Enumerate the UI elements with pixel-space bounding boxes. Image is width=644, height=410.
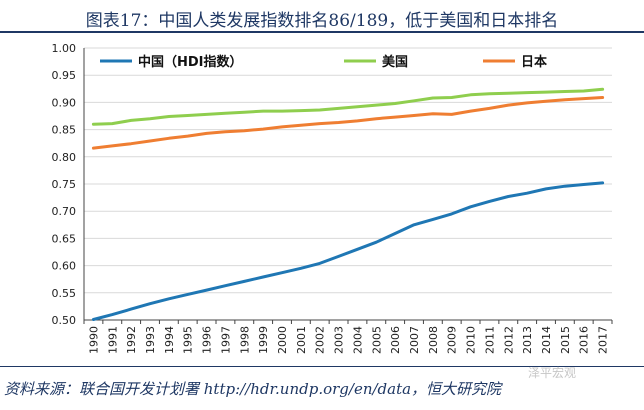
x-tick-label: 2016 (578, 326, 591, 354)
source-divider (0, 366, 644, 367)
x-tick-label: 1999 (257, 326, 270, 354)
x-tick-label: 2009 (446, 326, 459, 354)
x-tick-label: 1998 (238, 326, 251, 354)
x-tick-label: 2017 (597, 326, 610, 354)
y-tick-label: 0.65 (52, 232, 77, 245)
x-tick-label: 2002 (314, 326, 327, 354)
x-tick-label: 2008 (427, 326, 440, 354)
x-tick-label: 1993 (144, 326, 157, 354)
x-tick-label: 2003 (333, 326, 346, 354)
y-tick-label: 0.90 (52, 96, 77, 109)
source-note: 资料来源：联合国开发计划署 http://hdr.undp.org/en/dat… (4, 380, 502, 398)
y-tick-label: 0.95 (52, 69, 77, 82)
x-tick-label: 2007 (408, 326, 421, 354)
x-tick-label: 2013 (521, 326, 534, 354)
hdi-line-chart: 0.50 0.55 0.60 0.65 0.70 0.75 0.80 0.85 0.90 0.95… (52, 42, 613, 354)
title-divider (0, 31, 644, 33)
y-tick-label: 0.55 (52, 287, 77, 300)
chart-container: 0.50 0.55 0.60 0.65 0.70 0.75 0.80 0.85 0.90 0.95… (0, 36, 644, 366)
x-tick-label: 1994 (163, 326, 176, 354)
x-tick-label: 1992 (125, 326, 138, 354)
y-tick-label: 0.75 (52, 178, 77, 191)
x-tick-label: 2005 (370, 326, 383, 354)
legend-label: 日本 (521, 54, 547, 70)
y-tick-label: 0.80 (52, 151, 77, 164)
x-tick-label: 2015 (559, 326, 572, 354)
x-tick-label: 1997 (219, 326, 232, 354)
x-tick-label: 2011 (483, 326, 496, 354)
x-tick-label: 1991 (106, 326, 119, 354)
x-tick-label: 1995 (182, 326, 195, 354)
series-line-2 (91, 96, 605, 150)
x-tick-label: 2006 (389, 326, 402, 354)
x-tick-label: 2000 (276, 326, 289, 354)
y-tick-label: 1.00 (52, 42, 77, 55)
y-tick-label: 0.50 (52, 314, 77, 327)
x-tick-label: 2010 (465, 326, 478, 354)
y-tick-label: 0.85 (52, 124, 77, 137)
x-tick-label: 2004 (351, 326, 364, 354)
legend-label: 中国（HDI指数） (138, 54, 243, 70)
legend-label: 美国 (382, 54, 408, 70)
x-tick-label: 1990 (87, 326, 100, 354)
x-tick-label: 2001 (295, 326, 308, 354)
series-line-0 (91, 181, 605, 321)
watermark: 泽平宏观 (528, 366, 577, 380)
y-tick-label: 0.60 (52, 260, 77, 273)
x-tick-label: 2014 (540, 326, 553, 354)
y-tick-label: 0.70 (52, 205, 77, 218)
series-line-1 (91, 87, 605, 126)
chart-title: 图表17：中国人类发展指数排名86/189，低于美国和日本排名 (85, 11, 559, 31)
x-tick-label: 2012 (502, 326, 515, 354)
x-tick-label: 1996 (201, 326, 214, 354)
